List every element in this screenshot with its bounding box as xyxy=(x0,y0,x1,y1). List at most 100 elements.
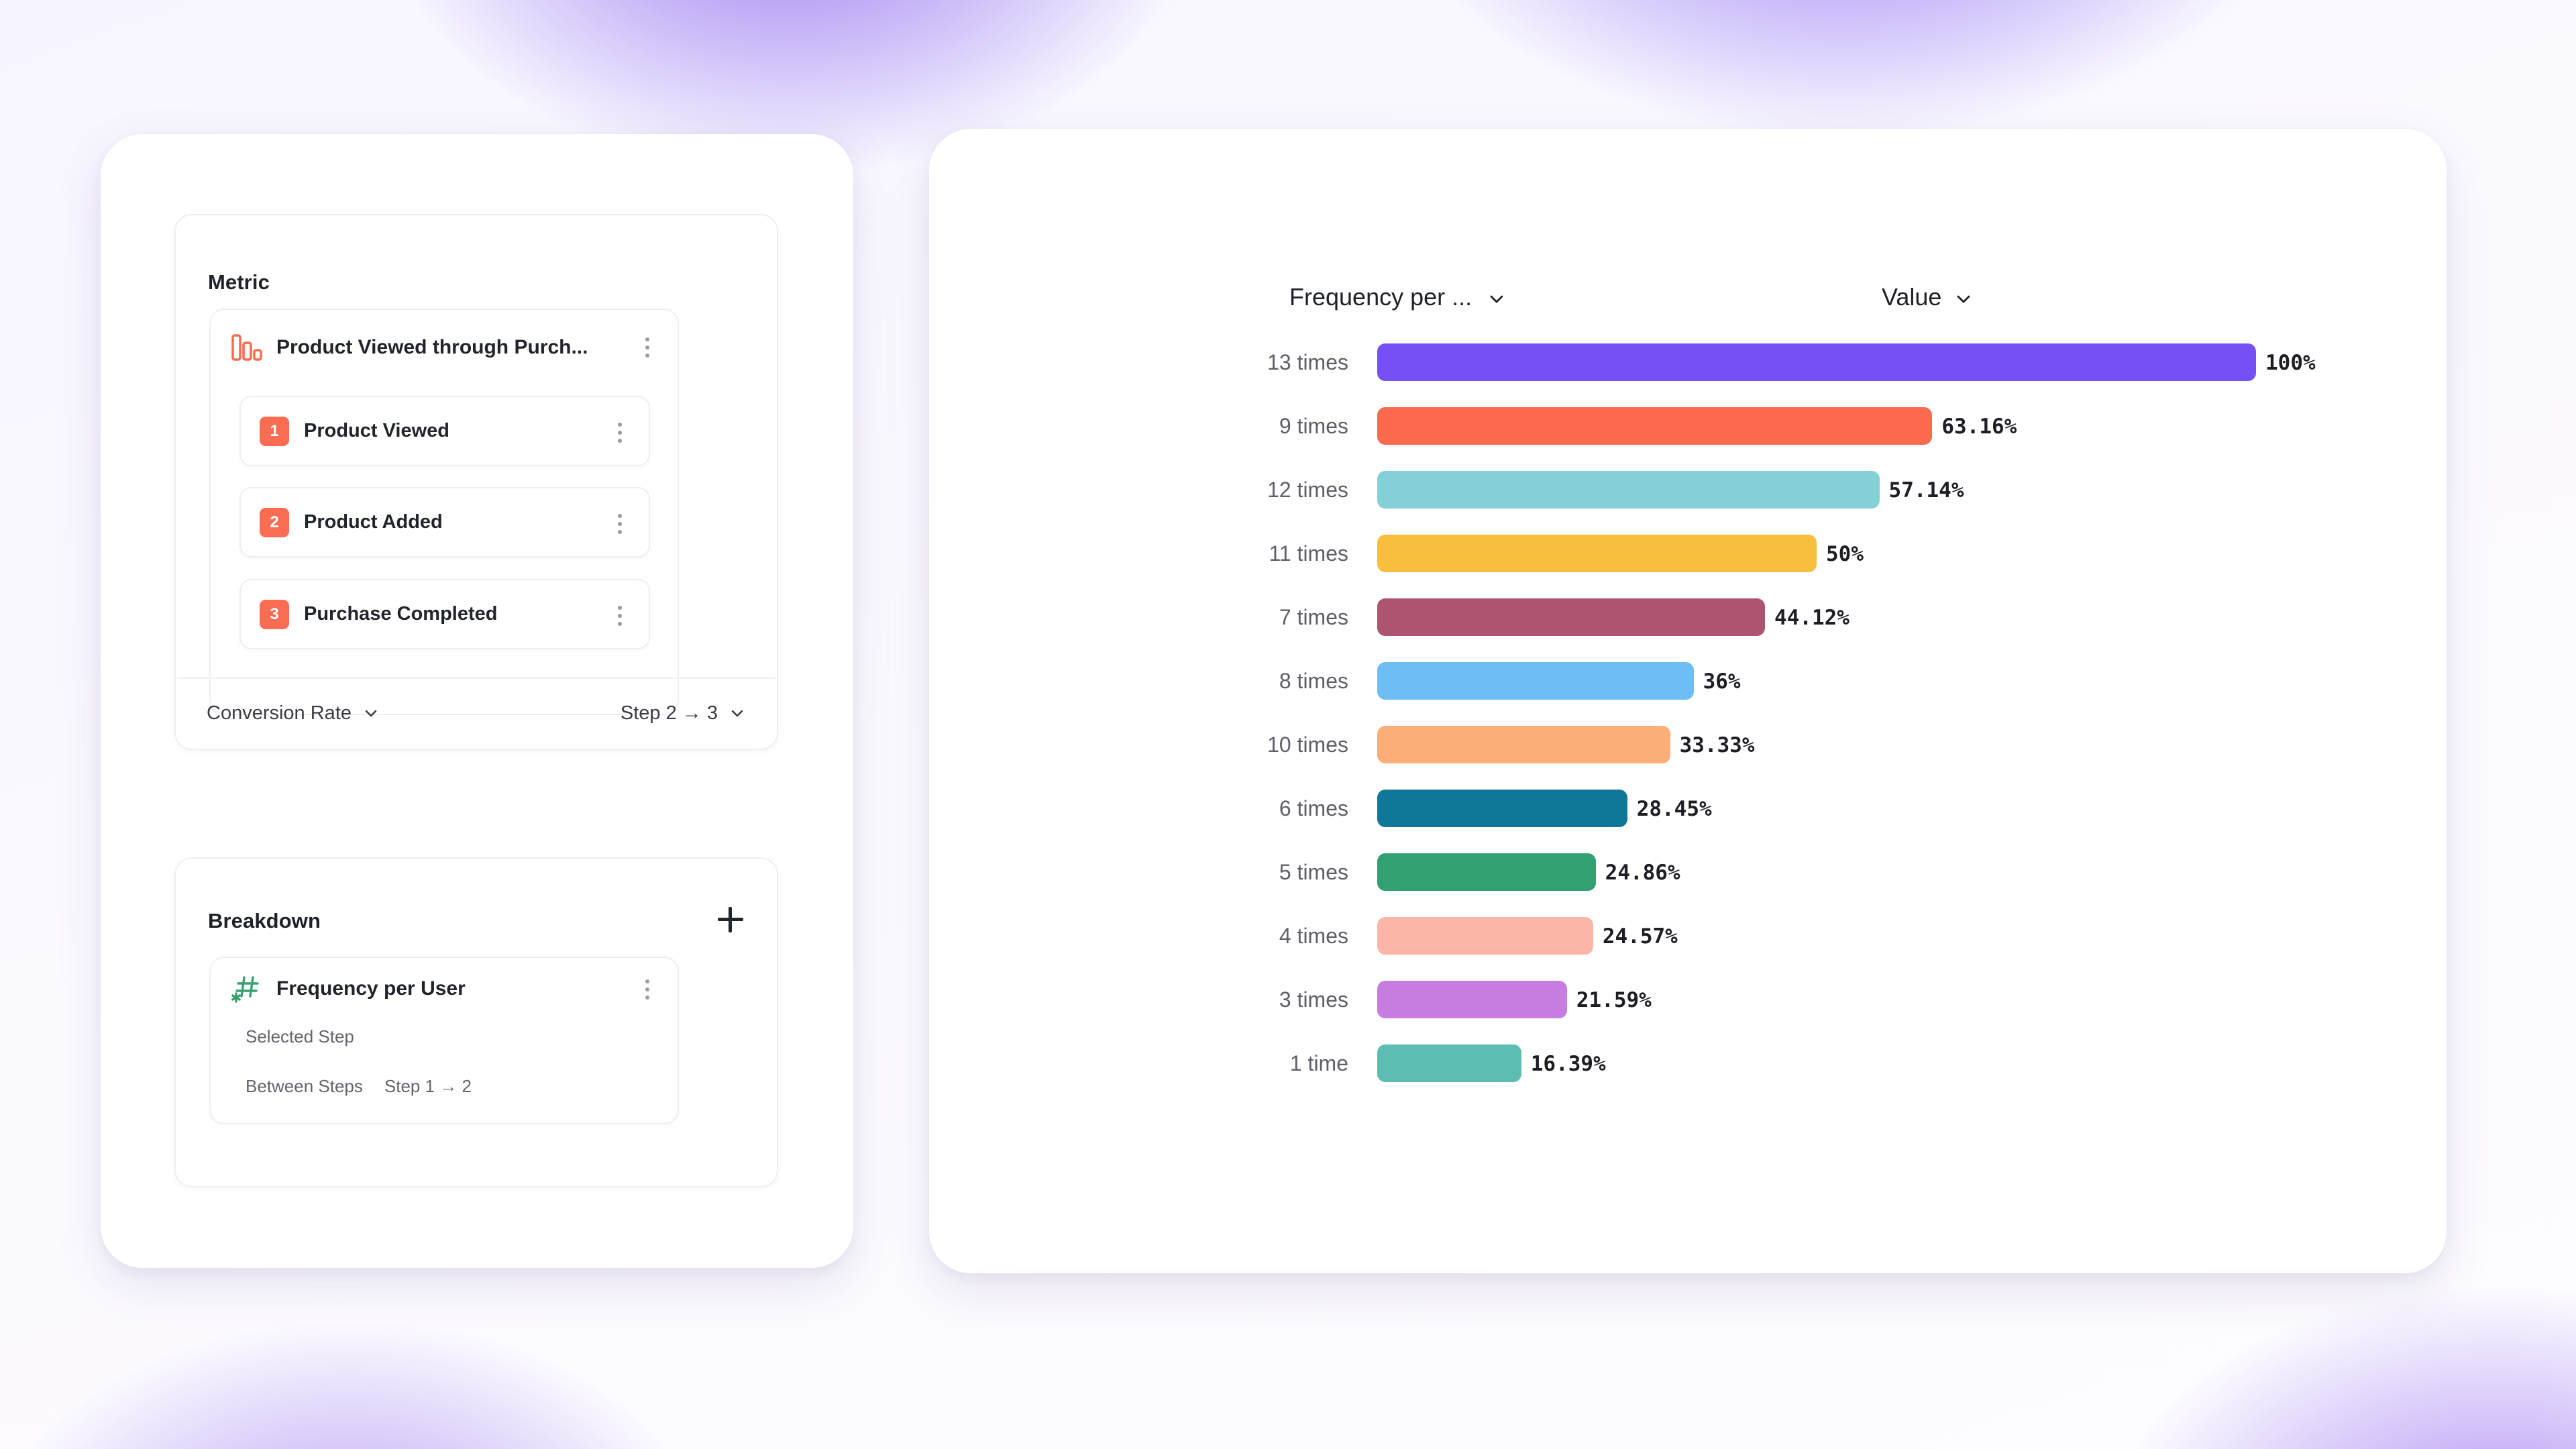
chevron-down-icon xyxy=(1487,287,1507,307)
kebab-menu-icon[interactable] xyxy=(632,974,663,1005)
bar-row[interactable]: 3 times 21.59% xyxy=(929,981,2447,1018)
bar-category-label: 12 times xyxy=(1267,477,1348,502)
funnel-step-row[interactable]: 3 Purchase Completed xyxy=(239,579,650,649)
bar-row[interactable]: 1 time 16.39% xyxy=(929,1044,2447,1082)
bar-fill[interactable] xyxy=(1377,790,1627,827)
funnel-definition-block: Product Viewed through Purch... 1 Produc… xyxy=(209,309,679,715)
bar-category-label: 10 times xyxy=(1267,732,1348,757)
bar-value-label: 24.86% xyxy=(1605,861,1680,885)
step-range-selector[interactable]: Step 2 → 3 xyxy=(621,702,746,724)
value-axis-selector[interactable]: Value xyxy=(1882,283,1974,311)
bar-value-label: 28.45% xyxy=(1636,797,1712,821)
metric-panel: Metric Product Viewed through Purch... xyxy=(174,214,778,750)
bar-fill[interactable] xyxy=(1377,471,1880,508)
bar-row[interactable]: 6 times 28.45% xyxy=(929,790,2447,827)
bar-row[interactable]: 8 times 36% xyxy=(929,662,2447,700)
bar-value-label: 63.16% xyxy=(1941,415,2017,439)
bar-category-label: 8 times xyxy=(1279,668,1348,693)
bar-row[interactable]: 4 times 24.57% xyxy=(929,917,2447,955)
bar-row[interactable]: 11 times 50% xyxy=(929,535,2447,572)
value-axis-label: Value xyxy=(1882,283,1942,311)
bar-track xyxy=(1377,598,1765,636)
step-number-badge: 3 xyxy=(260,599,289,629)
step-label: Product Added xyxy=(304,511,443,533)
funnel-step-row[interactable]: 1 Product Viewed xyxy=(239,396,650,466)
bar-value-label: 44.12% xyxy=(1774,606,1849,630)
funnel-header-row[interactable]: Product Viewed through Purch... xyxy=(211,310,678,385)
kebab-menu-icon[interactable] xyxy=(604,417,635,448)
bar-value-label: 57.14% xyxy=(1888,478,1964,502)
funnel-step-row[interactable]: 2 Product Added xyxy=(239,487,650,557)
bar-track xyxy=(1377,535,1817,572)
bar-row[interactable]: 9 times 63.16% xyxy=(929,407,2447,445)
bar-fill[interactable] xyxy=(1377,662,1694,700)
bar-category-label: 11 times xyxy=(1269,541,1348,566)
bar-row[interactable]: 13 times 100% xyxy=(929,343,2447,381)
bar-value-label: 21.59% xyxy=(1576,988,1652,1012)
bar-track xyxy=(1377,662,1694,700)
between-steps-row: Between Steps Step 1 → 2 xyxy=(246,1076,472,1097)
bar-track xyxy=(1377,407,1933,445)
bar-category-label: 13 times xyxy=(1267,350,1348,374)
chart-card: Frequency per ... Value 13 times 100% 9 ti… xyxy=(929,129,2447,1273)
bar-row[interactable]: 5 times 24.86% xyxy=(929,853,2447,891)
funnel-name-label: Product Viewed through Purch... xyxy=(276,336,588,358)
bar-fill[interactable] xyxy=(1377,853,1596,891)
conversion-rate-label: Conversion Rate xyxy=(207,702,352,724)
kebab-menu-icon[interactable] xyxy=(604,508,635,539)
bar-fill[interactable] xyxy=(1377,343,2256,381)
chevron-down-icon xyxy=(1953,287,1974,307)
step-number-badge: 2 xyxy=(260,507,289,537)
breakdown-panel-title: Breakdown xyxy=(208,909,321,932)
bar-track xyxy=(1377,1044,1521,1082)
bar-row[interactable]: 10 times 33.33% xyxy=(929,726,2447,763)
bar-track xyxy=(1377,471,1880,508)
bar-chart: 13 times 100% 9 times 63.16% 12 times 57.14% 1… xyxy=(929,343,2447,1115)
hash-sparkle-icon xyxy=(231,973,263,1004)
bar-row[interactable]: 7 times 44.12% xyxy=(929,598,2447,636)
bar-category-label: 6 times xyxy=(1279,796,1348,820)
kebab-menu-icon[interactable] xyxy=(604,600,635,631)
bar-fill[interactable] xyxy=(1377,917,1593,955)
category-axis-selector[interactable]: Frequency per ... xyxy=(1289,283,1507,311)
bar-fill[interactable] xyxy=(1377,535,1817,572)
chevron-down-icon xyxy=(362,704,380,722)
between-steps-value: Step 1 → 2 xyxy=(384,1076,472,1096)
metric-footer: Conversion Rate Step 2 → 3 xyxy=(177,678,775,747)
step-number-badge: 1 xyxy=(260,416,289,446)
left-config-card: Metric Product Viewed through Purch... xyxy=(101,134,853,1268)
bar-value-label: 24.57% xyxy=(1602,924,1678,949)
bar-track xyxy=(1377,917,1593,955)
bar-value-label: 50% xyxy=(1826,542,1864,566)
add-breakdown-button[interactable] xyxy=(711,900,750,939)
chart-header: Frequency per ... Value xyxy=(1003,283,2371,323)
bar-track xyxy=(1377,853,1596,891)
bar-category-label: 3 times xyxy=(1279,987,1348,1012)
breakdown-item-card[interactable]: Frequency per User Selected Step Between… xyxy=(209,957,679,1124)
bar-category-label: 1 time xyxy=(1289,1051,1348,1075)
selected-step-label: Selected Step xyxy=(246,1026,354,1046)
bar-fill[interactable] xyxy=(1377,407,1933,445)
bar-fill[interactable] xyxy=(1377,598,1765,636)
bar-row[interactable]: 12 times 57.14% xyxy=(929,471,2447,508)
conversion-rate-selector[interactable]: Conversion Rate xyxy=(207,702,380,724)
bar-track xyxy=(1377,790,1627,827)
plus-icon xyxy=(718,907,743,932)
bar-category-label: 9 times xyxy=(1279,413,1348,438)
bar-fill[interactable] xyxy=(1377,726,1670,763)
bar-fill[interactable] xyxy=(1377,981,1567,1018)
bar-chart-descending-icon xyxy=(231,333,263,362)
bar-fill[interactable] xyxy=(1377,1044,1521,1082)
bar-track xyxy=(1377,981,1567,1018)
bar-value-label: 33.33% xyxy=(1679,733,1755,757)
bar-value-label: 16.39% xyxy=(1530,1052,1606,1076)
metric-panel-title: Metric xyxy=(208,270,270,294)
bar-value-label: 36% xyxy=(1703,669,1741,694)
kebab-menu-icon[interactable] xyxy=(632,332,663,363)
bar-track xyxy=(1377,726,1670,763)
bar-category-label: 5 times xyxy=(1279,859,1348,884)
bar-value-label: 100% xyxy=(2265,351,2316,375)
breakdown-panel: Breakdown xyxy=(174,857,778,1187)
breakdown-item-header: Frequency per User xyxy=(211,958,678,1020)
